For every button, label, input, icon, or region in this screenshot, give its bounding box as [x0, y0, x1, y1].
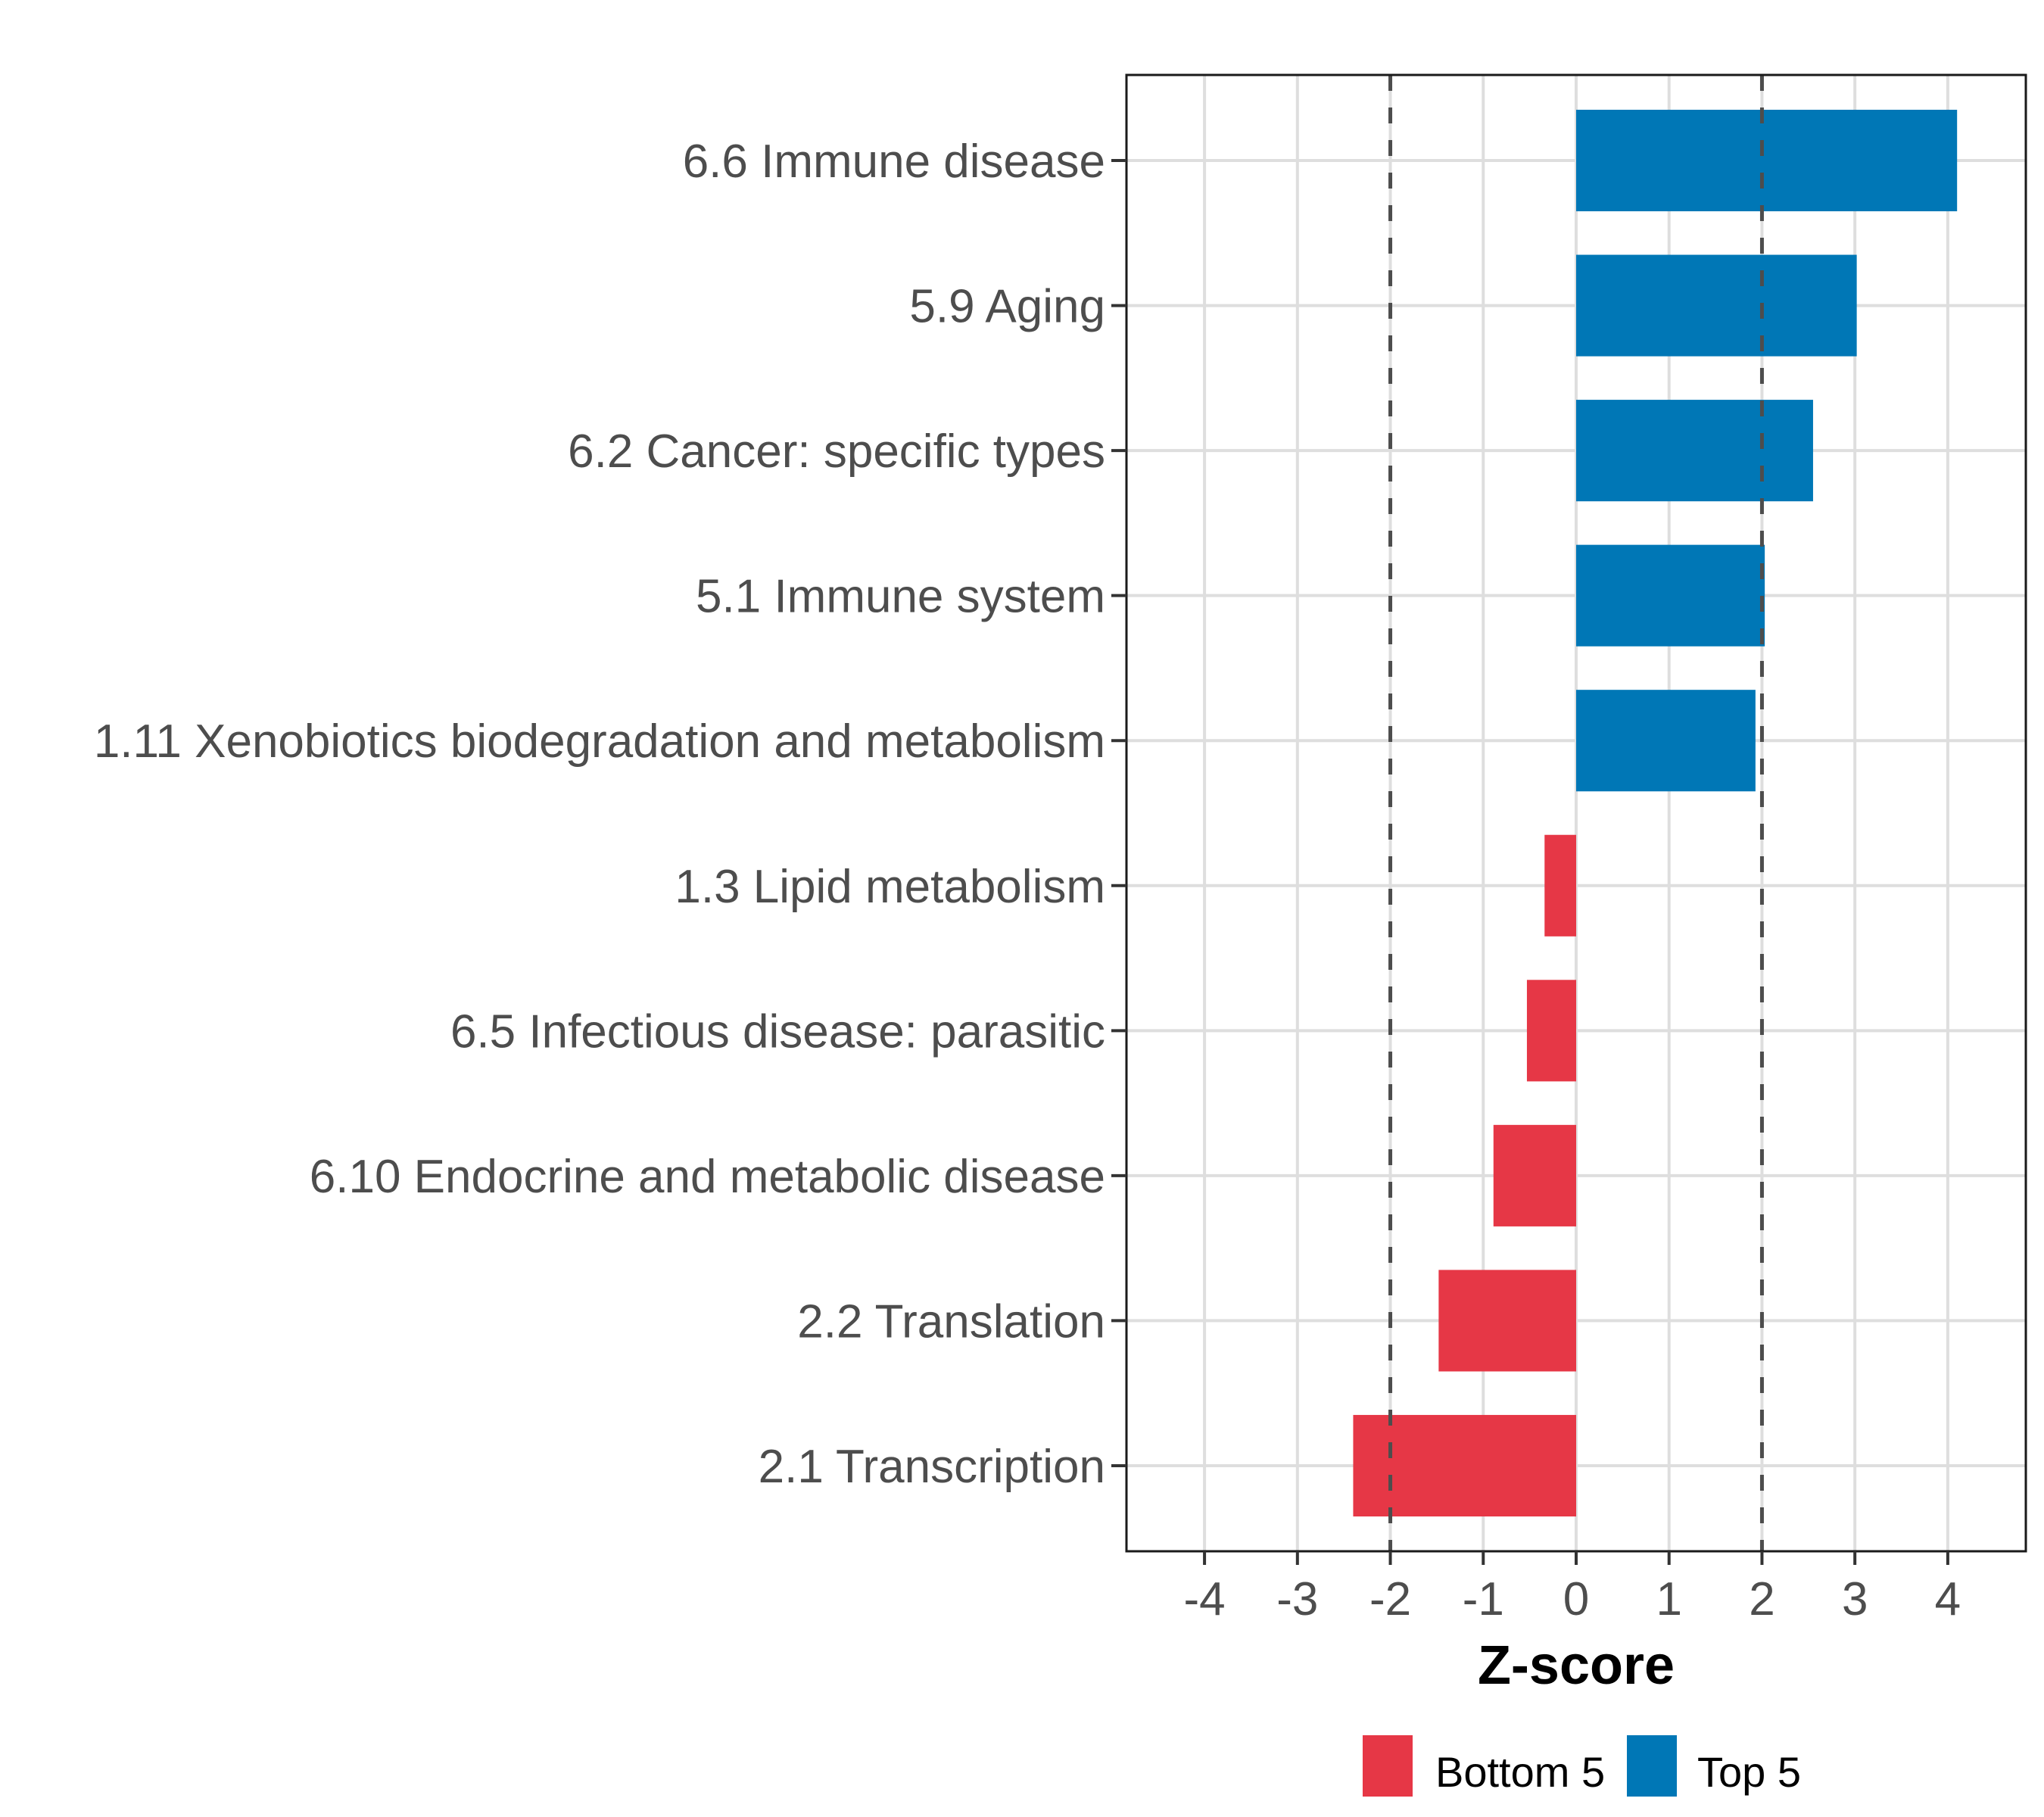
legend-swatch [1627, 1735, 1677, 1797]
x-tick-label: -3 [1276, 1573, 1318, 1625]
bar [1576, 400, 1813, 502]
legend-swatch [1363, 1735, 1413, 1797]
y-tick-label: 6.5 Infectious disease: parasitic [450, 1005, 1105, 1058]
bar [1353, 1414, 1576, 1517]
x-tick-label: 2 [1749, 1573, 1774, 1625]
x-axis-title: Z-score [1478, 1635, 1675, 1696]
bar [1438, 1270, 1576, 1372]
x-tick-label: -2 [1369, 1573, 1411, 1625]
x-tick-label: 3 [1842, 1573, 1868, 1625]
x-tick-label: -1 [1463, 1573, 1504, 1625]
y-tick-label: 2.2 Translation [797, 1295, 1105, 1348]
bar [1576, 109, 1958, 212]
y-tick-label: 2.1 Transcription [759, 1441, 1105, 1493]
y-tick-label: 6.6 Immune disease [683, 136, 1105, 188]
bar [1493, 1124, 1576, 1226]
y-axis: 6.6 Immune disease 5.9 Aging 6.2 Cancer: s… [94, 136, 1126, 1493]
y-tick-label: 6.10 Endocrine and metabolic disease [310, 1151, 1105, 1203]
x-tick-label: 4 [1935, 1573, 1961, 1625]
bars [1353, 109, 1958, 1517]
bar [1576, 544, 1765, 647]
y-tick-label: 5.1 Immune system [696, 571, 1105, 623]
legend-item: Bottom 5 [1363, 1735, 1605, 1797]
y-tick-label: 5.9 Aging [909, 281, 1105, 333]
bar [1576, 254, 1857, 357]
legend-label: Bottom 5 [1435, 1748, 1605, 1796]
legend-item: Top 5 [1627, 1735, 1801, 1797]
bar [1526, 980, 1576, 1082]
x-tick-label: -4 [1184, 1573, 1226, 1625]
legend: Bottom 5 Top 5 [1363, 1735, 1801, 1797]
x-tick-label: 1 [1656, 1573, 1681, 1625]
bar [1576, 690, 1756, 792]
legend-label: Top 5 [1697, 1748, 1801, 1796]
bar [1544, 834, 1576, 937]
x-axis: -4 -3 -2 -1 0 1 2 3 4 [1184, 1551, 1961, 1625]
x-tick-label: 0 [1563, 1573, 1589, 1625]
y-tick-label: 1.11 Xenobiotics biodegradation and meta… [94, 715, 1105, 768]
y-tick-label: 1.3 Lipid metabolism [675, 861, 1105, 913]
y-tick-label: 6.2 Cancer: specific types [568, 425, 1105, 478]
